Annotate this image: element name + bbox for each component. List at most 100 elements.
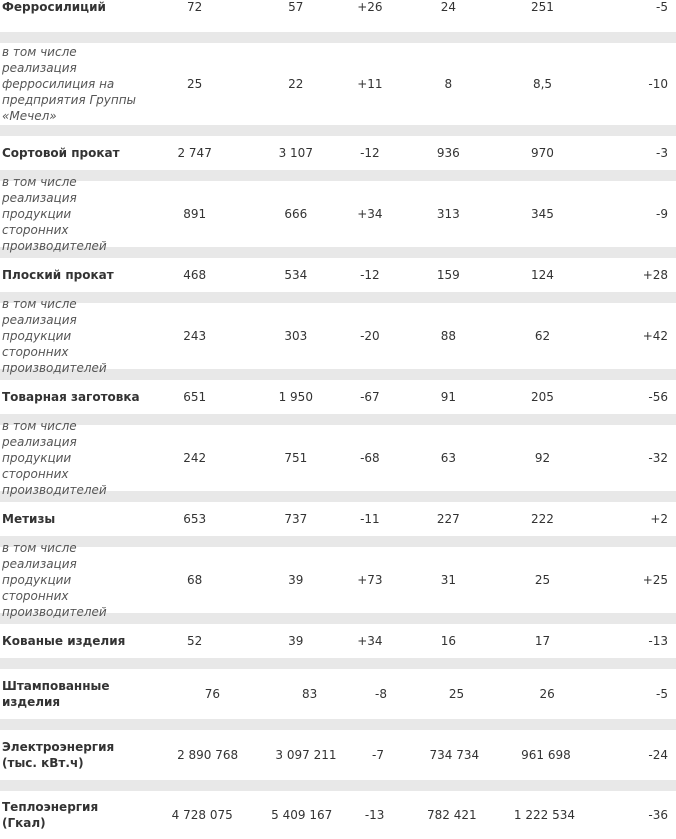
row-label: Товарная заготовка xyxy=(2,390,140,404)
cell-value: -10 xyxy=(648,77,669,91)
cell-value: 25 xyxy=(187,77,203,91)
cell-value: 25 xyxy=(534,573,551,587)
cell-value: 205 xyxy=(531,390,554,404)
row-label: в том числе реализация ферросилиция на п… xyxy=(2,45,137,123)
cell-value: 737 xyxy=(284,512,308,526)
row-divider xyxy=(0,780,676,791)
cell-value: 39 xyxy=(288,634,304,648)
cell-value: 891 xyxy=(183,207,207,221)
cell-value: 251 xyxy=(531,0,554,14)
row-label: Сортовой прокат xyxy=(2,146,120,160)
table-row: в том числе реализация ферросилиция на п… xyxy=(0,43,676,125)
cell-value: 242 xyxy=(183,451,207,465)
cell-value: 2 890 768 xyxy=(177,748,239,762)
row-divider xyxy=(0,247,676,258)
cell-value: 970 xyxy=(531,146,554,160)
cell-value: -36 xyxy=(648,808,668,822)
table-row: Товарная заготовка 651 1 950 -67 91 205 … xyxy=(0,380,676,414)
row-divider xyxy=(0,414,676,425)
cell-value: -11 xyxy=(360,512,380,526)
cell-value: 76 xyxy=(204,687,220,701)
cell-value: +42 xyxy=(642,329,669,343)
cell-value: 313 xyxy=(436,207,460,221)
cell-value: 3 107 xyxy=(278,146,313,160)
cell-value: 124 xyxy=(531,268,554,282)
cell-value: 31 xyxy=(440,573,456,587)
cell-value: +34 xyxy=(357,207,383,221)
cell-value: 4 728 075 xyxy=(171,808,233,822)
cell-value: 2 747 xyxy=(177,146,212,160)
cell-value: -12 xyxy=(360,146,380,160)
cell-value: 68 xyxy=(187,573,203,587)
row-label: в том числе реализация продукции сторонн… xyxy=(2,541,107,619)
cell-value: +2 xyxy=(650,512,669,526)
cell-value: -12 xyxy=(360,268,380,282)
row-label: Теплоэнергия (Гкал) xyxy=(2,800,99,830)
cell-value: 62 xyxy=(534,329,551,343)
table-row: Штампованные изделия 76 83 -8 25 26 -5 xyxy=(0,669,676,719)
cell-value: 24 xyxy=(440,0,456,14)
cell-value: -13 xyxy=(648,634,669,648)
row-label: Метизы xyxy=(2,512,56,526)
cell-value: -8 xyxy=(375,687,387,701)
cell-value: -7 xyxy=(372,748,384,762)
cell-value: 16 xyxy=(440,634,456,648)
table-row: в том числе реализация продукции сторонн… xyxy=(0,541,676,619)
cell-value: +11 xyxy=(357,77,383,91)
cell-value: 39 xyxy=(288,573,304,587)
row-divider xyxy=(0,170,676,181)
cell-value: -3 xyxy=(656,146,669,160)
cell-value: 52 xyxy=(187,634,203,648)
cell-value: 243 xyxy=(183,329,207,343)
cell-value: 63 xyxy=(440,451,456,465)
cell-value: 26 xyxy=(539,687,555,701)
cell-value: -13 xyxy=(364,808,385,822)
table-row: в том числе реализация продукции сторонн… xyxy=(0,175,676,253)
cell-value: 17 xyxy=(534,634,551,648)
cell-value: 22 xyxy=(288,77,304,91)
cell-value: +34 xyxy=(357,634,383,648)
row-divider xyxy=(0,536,676,547)
cell-value: 25 xyxy=(448,687,465,701)
cell-value: +28 xyxy=(642,268,669,282)
row-divider xyxy=(0,613,676,624)
cell-value: 651 xyxy=(183,390,207,404)
table-row: в том числе реализация продукции сторонн… xyxy=(0,419,676,497)
row-label: Ферросилиций xyxy=(2,0,106,14)
cell-value: 345 xyxy=(531,207,554,221)
cell-value: 534 xyxy=(284,268,308,282)
cell-value: +26 xyxy=(357,0,383,14)
cell-value: 3 097 211 xyxy=(275,748,337,762)
row-label: Штампованные изделия xyxy=(2,679,110,709)
row-label: Электроэнергия (тыс. кВт.ч) xyxy=(2,740,115,770)
table-row: Электроэнергия (тыс. кВт.ч) 2 890 768 3 … xyxy=(0,730,676,780)
cell-value: +73 xyxy=(357,573,383,587)
cell-value: 88 xyxy=(440,329,456,343)
table-row: Кованые изделия 52 39 +34 16 17 -13 xyxy=(0,624,676,658)
row-label: Плоский прокат xyxy=(2,268,114,282)
cell-value: 734 734 xyxy=(429,748,480,762)
cell-value: -9 xyxy=(656,207,669,221)
cell-value: 57 xyxy=(288,0,304,14)
cell-value: 8 xyxy=(444,77,453,91)
row-divider xyxy=(0,719,676,730)
cell-value: 91 xyxy=(440,390,456,404)
row-label: Кованые изделия xyxy=(2,634,126,648)
cell-value: 303 xyxy=(284,329,308,343)
cell-value: 92 xyxy=(534,451,551,465)
cell-value: -5 xyxy=(656,0,669,14)
cell-value: 83 xyxy=(302,687,318,701)
cell-value: 72 xyxy=(187,0,203,14)
cell-value: 1 950 xyxy=(278,390,313,404)
row-divider xyxy=(0,658,676,669)
table-row: Плоский прокат 468 534 -12 159 124 +28 xyxy=(0,258,676,292)
cell-value: -68 xyxy=(360,451,380,465)
cell-value: 961 698 xyxy=(521,748,571,762)
cell-value: 8,5 xyxy=(532,77,553,91)
row-label: в том числе реализация продукции сторонн… xyxy=(2,297,107,375)
cell-value: 468 xyxy=(183,268,207,282)
row-divider xyxy=(0,292,676,303)
cell-value: 5 409 167 xyxy=(271,808,333,822)
cell-value: -56 xyxy=(648,390,669,404)
cell-value: 782 421 xyxy=(427,808,477,822)
